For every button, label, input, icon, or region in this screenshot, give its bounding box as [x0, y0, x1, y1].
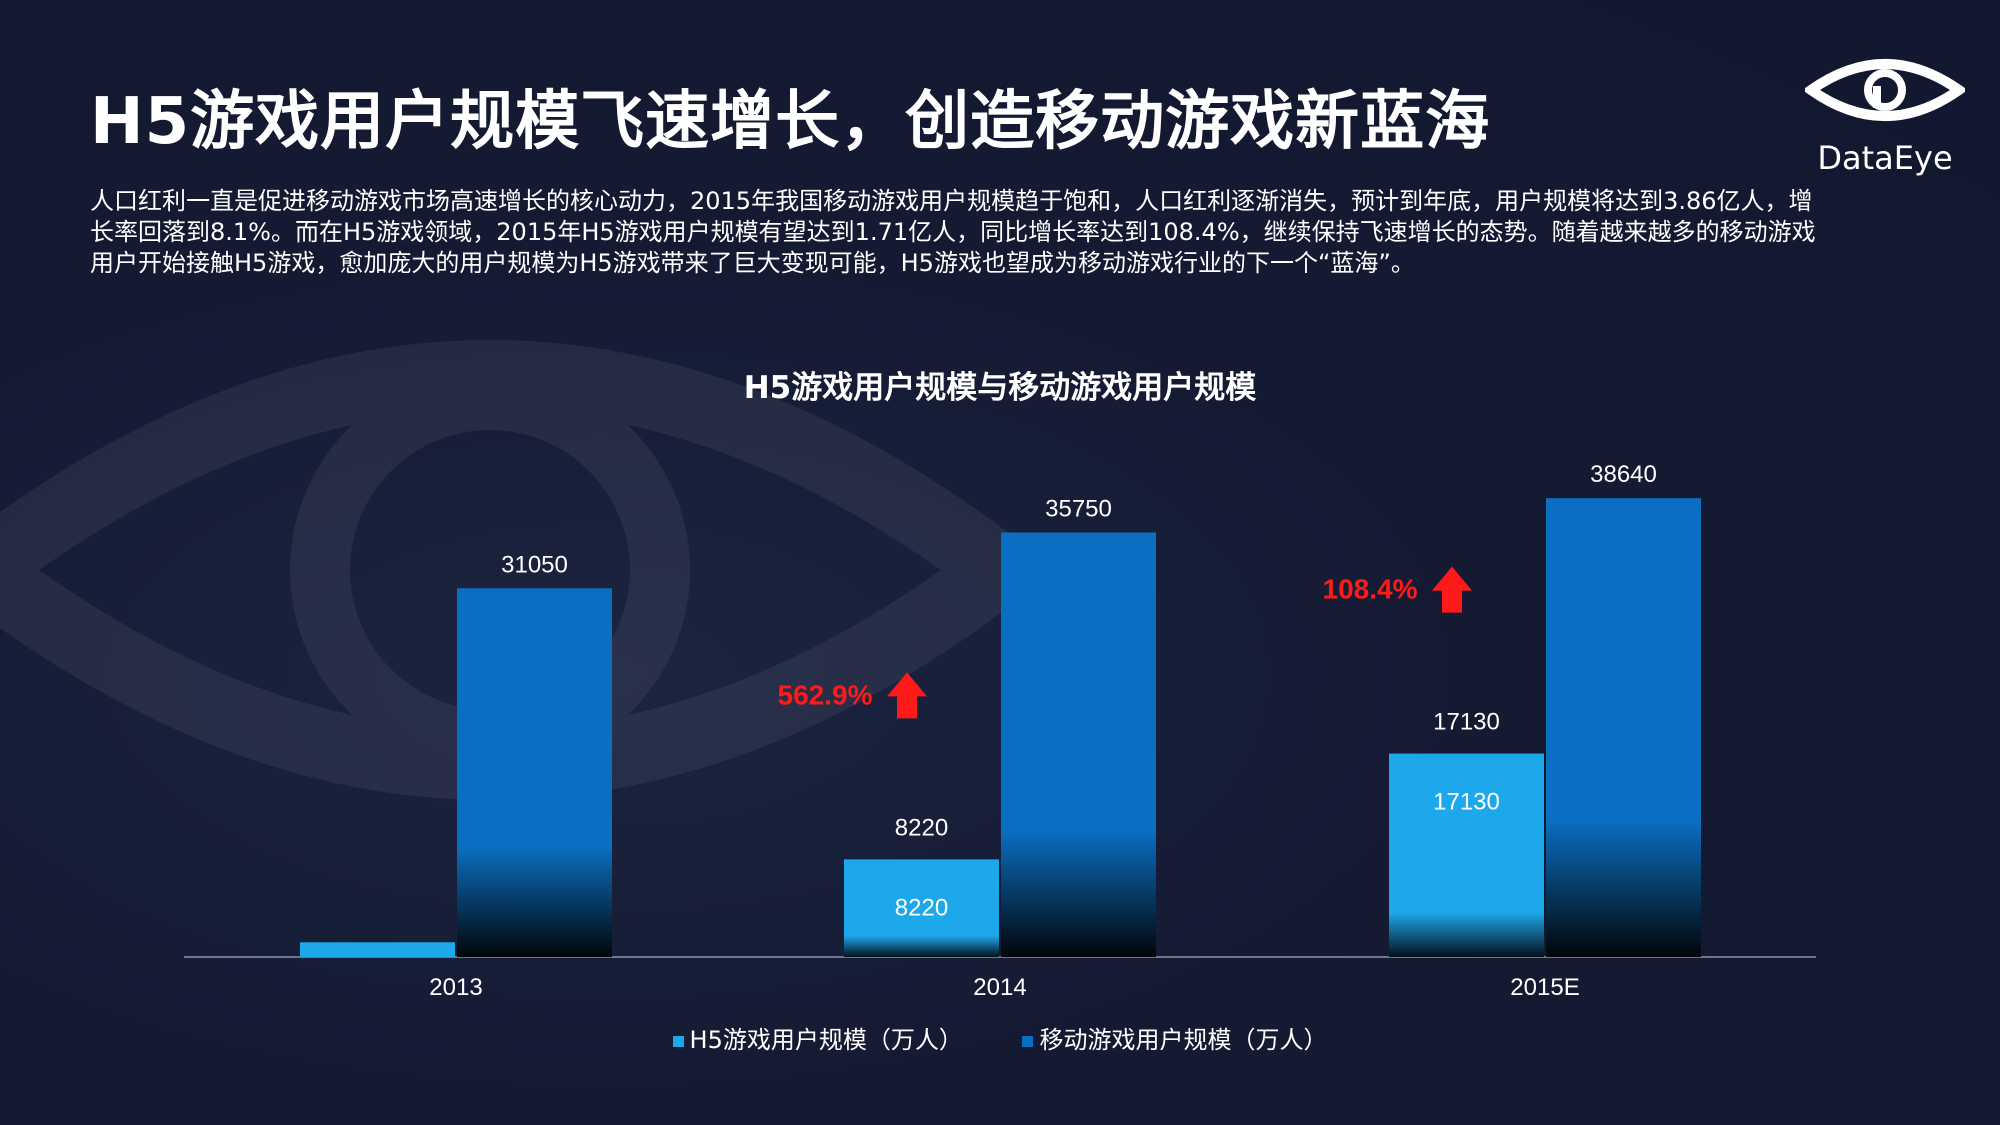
x-tick-label-2013: 2013	[429, 974, 482, 1001]
up-arrow-icon-2014	[887, 672, 927, 719]
description-paragraph: 人口红利一直是促进移动游戏市场高速增长的核心动力，2015年我国移动游戏用户规模…	[90, 187, 1816, 277]
data-label-mobile-2014: 35750	[1045, 495, 1112, 522]
growth-label-2015E: 108.4%	[1323, 574, 1418, 605]
legend-swatch-mobile	[1022, 1035, 1034, 1047]
bar-h5-2014	[844, 859, 999, 957]
dataeye-logo: DataEye	[1800, 50, 1970, 177]
legend-item-mobile: 移动游戏用户规模（万人）	[1022, 1020, 1327, 1055]
bar-mobile-2013	[457, 588, 612, 957]
bar-h5-2013	[300, 942, 455, 957]
data-label-h5-2015E: 17130	[1433, 709, 1500, 736]
inner-label-h5-2014: 8220	[895, 894, 948, 921]
chart-title: H5游戏用户规模与移动游戏用户规模	[743, 370, 1257, 406]
x-tick-label-2014: 2014	[973, 974, 1026, 1001]
page-title: H5游戏用户规模飞速增长，创造移动游戏新蓝海	[90, 85, 1491, 159]
data-label-h5-2014: 8220	[895, 814, 948, 841]
bar-h5-2015E	[1389, 753, 1544, 957]
legend-label-mobile: 移动游戏用户规模（万人）	[1039, 1026, 1328, 1054]
inner-label-h5-2015E: 17130	[1433, 789, 1500, 816]
logo-text: DataEye	[1817, 139, 1953, 177]
legend-swatch-h5	[672, 1035, 684, 1047]
up-arrow-icon-2015E	[1432, 566, 1472, 613]
legend-label-h5: H5游戏用户规模（万人）	[689, 1026, 963, 1054]
growth-label-2014: 562.9%	[778, 679, 873, 710]
data-label-mobile-2013: 31050	[501, 551, 568, 578]
data-label-mobile-2015E: 38640	[1590, 461, 1657, 488]
x-tick-label-2015E: 2015E	[1510, 974, 1579, 1001]
eye-logo-icon	[1802, 59, 1968, 121]
bar-mobile-2015E	[1546, 498, 1701, 957]
chart-legend: H5游戏用户规模（万人） 移动游戏用户规模（万人）	[0, 1020, 2000, 1055]
legend-item-h5: H5游戏用户规模（万人）	[672, 1020, 963, 1055]
bar-mobile-2014	[1001, 532, 1156, 957]
